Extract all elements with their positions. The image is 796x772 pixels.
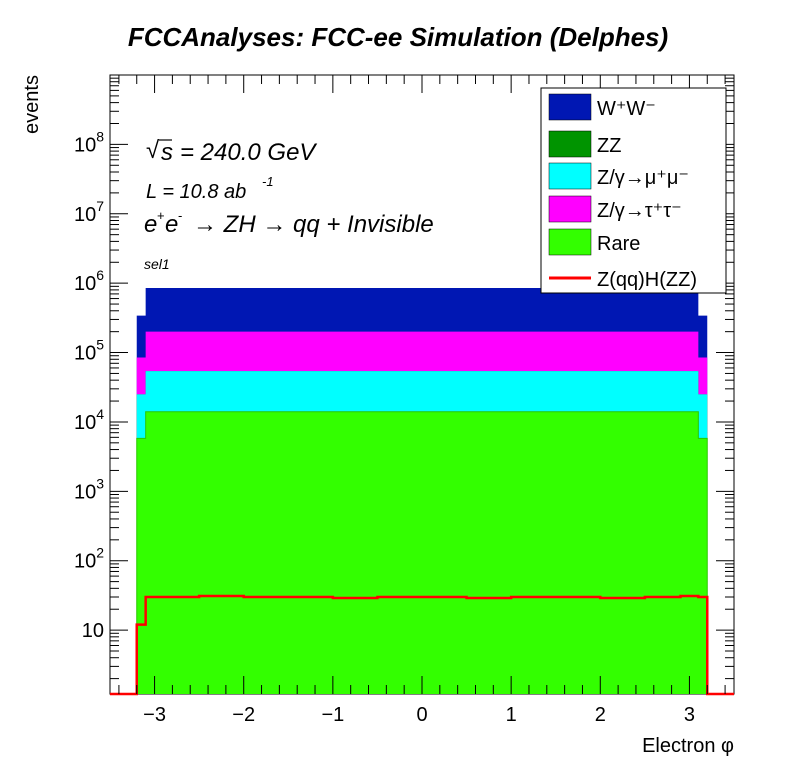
x-tick-label: −3 [143, 704, 166, 726]
x-tick-label: −2 [232, 704, 255, 726]
x-tick-label: −1 [321, 704, 344, 726]
y-tick-label: 105 [74, 337, 104, 365]
y-tick-label: 107 [74, 198, 104, 226]
legend-swatch [548, 130, 592, 158]
signal-line [110, 594, 734, 696]
legend-label: Z/γ→μ⁺μ⁻ [597, 167, 689, 189]
svg-text:+: + [157, 208, 165, 223]
stack-rare [136, 411, 708, 694]
sqrt-s-label: s [161, 139, 173, 166]
x-tick-label: 0 [416, 704, 427, 726]
signal-histogram [110, 594, 734, 696]
legend-label: ZZ [597, 135, 621, 157]
legend-swatch [548, 195, 592, 223]
x-tick-label: 1 [506, 704, 517, 726]
y-tick-label: 103 [74, 475, 104, 503]
luminosity-exponent: -1 [262, 174, 274, 189]
x-tick-label: 2 [595, 704, 606, 726]
legend-swatch [548, 93, 592, 121]
chart-title: FCCAnalyses: FCC-ee Simulation (Delphes) [127, 22, 669, 52]
legend-swatch [548, 162, 592, 190]
x-axis-title: Electron φ [642, 735, 734, 757]
annotations: √ s = 240.0 GeV L = 10.8 ab -1 e + e - →… [144, 137, 434, 272]
y-axis-title: events [21, 75, 43, 134]
legend-label: Z/γ→τ⁺τ⁻ [597, 200, 682, 222]
energy-text: = 240.0 GeV [180, 139, 317, 166]
y-tick-label: 10 [82, 620, 104, 642]
stacked-histogram [136, 288, 708, 694]
legend-swatch [548, 228, 592, 256]
legend-box [540, 87, 727, 294]
legend-label: Z(qq)H(ZZ) [597, 269, 697, 291]
rare-outline [136, 411, 708, 694]
luminosity-text: L = 10.8 ab [146, 181, 246, 203]
y-tick-label: 102 [74, 545, 104, 573]
y-tick-label: 104 [74, 406, 104, 434]
process-initial-state: e [144, 211, 157, 238]
axes: −3 −2 −1 0 1 2 3 10 102 103 104 105 106 107 108 Electro… [21, 74, 734, 757]
process-text: → ZH → qq + Invisible [193, 211, 434, 238]
svg-text:-: - [178, 208, 182, 223]
svg-text:e: e [165, 211, 178, 238]
x-tick-label: 3 [684, 704, 695, 726]
y-tick-label: 108 [74, 128, 104, 156]
sqrt-symbol: √ [146, 137, 160, 164]
selection-label: sel1 [144, 256, 170, 272]
legend-label: W⁺W⁻ [597, 98, 656, 120]
legend-label: Rare [597, 233, 640, 255]
legend: W⁺W⁻ ZZ Z/γ→μ⁺μ⁻ Z/γ→τ⁺τ⁻ Rare Z(qq)H(ZZ) [540, 87, 727, 294]
y-tick-label: 106 [74, 267, 104, 295]
